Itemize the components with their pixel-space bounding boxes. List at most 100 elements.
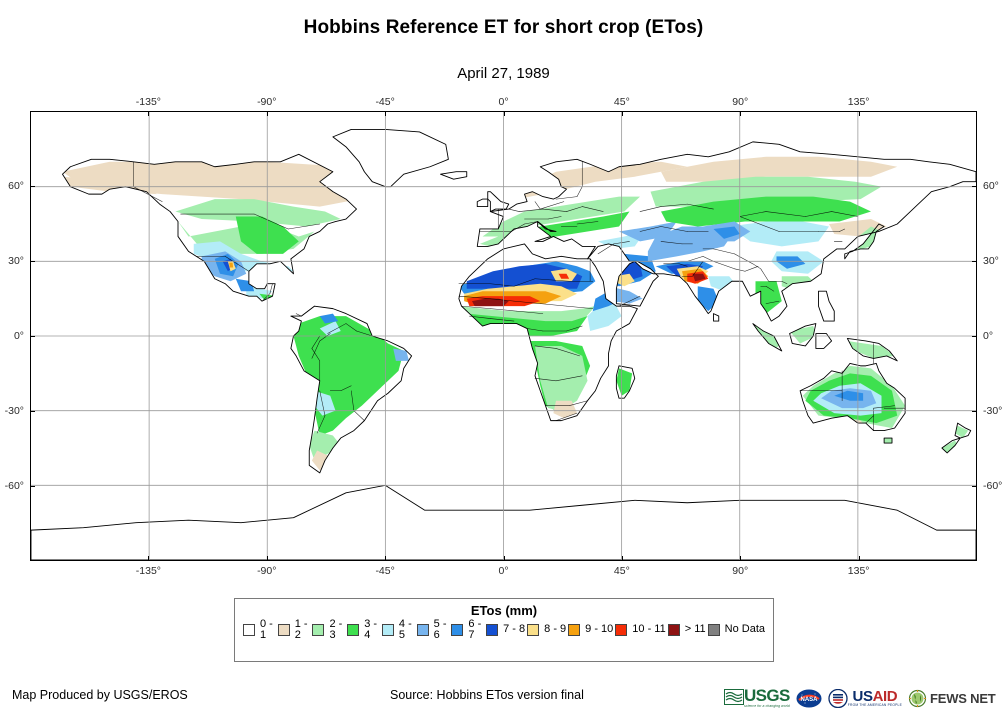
etos-band (393, 348, 409, 361)
y-tick-left: -30° (4, 405, 24, 417)
y-tick-left: 0° (13, 330, 24, 342)
etos-band (314, 390, 336, 416)
usaid-seal-icon (828, 688, 848, 708)
legend-label: 4 - 5 (398, 617, 412, 641)
legend-label: > 11 (684, 623, 706, 635)
x-tick-top: 135° (847, 96, 870, 108)
legend-label: 0 - 1 (260, 617, 273, 641)
country-border (831, 211, 859, 217)
country-border (713, 261, 735, 270)
tick-mark (266, 556, 268, 561)
y-tick-right: 60° (983, 180, 999, 192)
legend-label: 3 - 4 (364, 617, 378, 641)
country-border (597, 243, 615, 255)
country-border (513, 300, 541, 304)
legend: ETos (mm) 0 - 1 1 - 2 2 - 3 3 - 4 4 - 5 5 - 6… (234, 598, 774, 662)
country-border (458, 295, 491, 299)
country-border (287, 223, 321, 230)
etos-band (692, 273, 706, 282)
country-border (660, 203, 688, 207)
usgs-logo[interactable]: USGS science for a changing world (724, 687, 790, 708)
country-border (739, 216, 780, 232)
y-tick-right: 0° (983, 330, 994, 342)
country-border (542, 208, 567, 212)
fewsnet-logo-text: FEWS NET (929, 690, 996, 706)
coastline-newzealand2 (941, 437, 961, 454)
country-border (133, 186, 163, 202)
x-tick-bottom: -45° (375, 565, 395, 577)
country-border (295, 313, 302, 317)
legend-swatch (527, 623, 540, 636)
coastline-namerica (62, 153, 357, 302)
country-border (534, 345, 557, 349)
country-border (679, 263, 688, 267)
etos-band (941, 440, 958, 453)
map-frame[interactable] (30, 111, 977, 561)
legend-item: 1 - 2 (277, 617, 311, 641)
country-border (345, 323, 357, 332)
tick-mark (266, 111, 268, 116)
y-tick-left: 60° (8, 180, 24, 192)
coastline-eurasia (476, 141, 976, 322)
legend-item: 7 - 8 (486, 621, 525, 638)
country-border (316, 415, 326, 434)
tick-mark (385, 111, 387, 116)
etos-band (847, 340, 895, 359)
country-border (516, 310, 544, 314)
legend-item: 0 - 1 (243, 617, 276, 641)
usaid-logo[interactable]: USAID FROM THE AMERICAN PEOPLE (828, 688, 902, 708)
country-border (261, 293, 271, 302)
etos-band (479, 231, 514, 247)
country-border (686, 256, 704, 262)
tick-mark (148, 556, 150, 561)
legend-label: 1 - 2 (294, 617, 308, 641)
country-border (327, 323, 347, 334)
x-tick-bottom: 90° (732, 565, 749, 577)
country-border (555, 375, 583, 382)
etos-band (472, 298, 509, 307)
world-map-raster[interactable] (31, 112, 976, 560)
country-border (760, 268, 769, 282)
country-border (555, 412, 578, 421)
legend-swatch (243, 623, 255, 636)
country-border (765, 285, 775, 292)
country-border (805, 211, 832, 217)
coastline-sulawesi (815, 333, 833, 349)
nasa-meatball-icon: NASA (796, 689, 822, 707)
legend-label: 7 - 8 (503, 623, 526, 635)
page-title: Hobbins Reference ET for short crop (ETo… (303, 17, 704, 38)
legend-label: 5 - 6 (433, 617, 447, 641)
coastline-newzealand1 (954, 422, 972, 439)
etos-band (175, 199, 341, 227)
country-border (461, 305, 491, 309)
legend-label: 6 - 7 (468, 617, 482, 641)
legend-items: 0 - 1 1 - 2 2 - 3 3 - 4 4 - 5 5 - 6 6 - 7 7 - 8… (235, 617, 773, 641)
country-border (555, 348, 580, 357)
legend-item: 10 - 11 (615, 621, 666, 638)
tick-mark (30, 261, 35, 262)
y-tick-right: -30° (983, 405, 1003, 417)
country-border (490, 283, 515, 287)
country-border (340, 385, 352, 392)
legend-item: 3 - 4 (347, 617, 380, 641)
legend-swatch (707, 623, 720, 636)
legend-label: No Data (724, 623, 765, 635)
land-base-ireland (477, 199, 488, 207)
country-border (224, 256, 250, 272)
tick-mark (148, 111, 150, 116)
country-border (539, 303, 567, 307)
tick-mark (30, 186, 35, 187)
footer-credit-left: Map Produced by USGS/EROS (12, 688, 188, 702)
x-tick-top: 0° (498, 96, 509, 108)
country-border (702, 256, 714, 262)
tick-mark (858, 556, 860, 561)
country-border (539, 201, 565, 210)
nasa-logo[interactable]: NASA (796, 689, 822, 708)
fewsnet-logo[interactable]: FEWS NET (908, 689, 996, 708)
country-border (511, 223, 525, 232)
x-tick-top: 90° (732, 96, 749, 108)
coastline-africa (458, 243, 638, 422)
country-border (513, 278, 536, 287)
legend-item: No Data (707, 621, 765, 638)
coastline-antarctica (31, 484, 976, 560)
